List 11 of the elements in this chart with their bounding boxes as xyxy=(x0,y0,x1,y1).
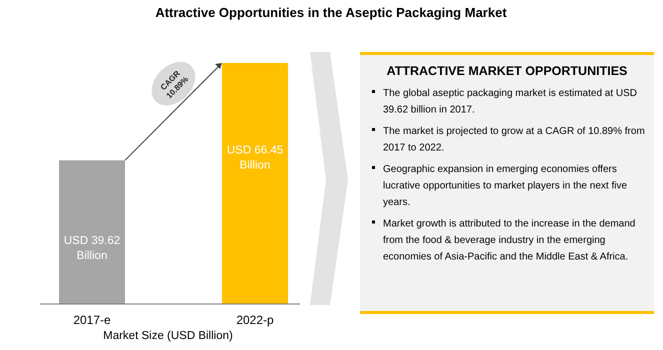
text: Market growth is attributed to the increase in the demand from the food & beverage industry in the emerging economies of Asia-Pacific and the Middle East & Africa. xyxy=(383,218,636,262)
text: ATTRACTIVE MARKET OPPORTUNITIES xyxy=(386,64,628,78)
text: The market is projected to grow at a CAGR of 10.89% from 2017 to 2022. xyxy=(383,126,645,154)
text: The global aseptic packaging market is estimated at USD 39.62 billion in 2017. xyxy=(383,88,638,116)
text: Geographic expansion in emerging economies offers lucrative opportunities to market players in the next five years. xyxy=(383,164,628,208)
x-axis-title: Market Size (USD Billion) xyxy=(103,330,234,342)
data-label: USD 39.62 Billion xyxy=(64,235,120,262)
x-tick-label: 2022-p xyxy=(236,313,274,327)
data-label: USD 66.45 Billion xyxy=(226,144,284,172)
text: Attractive Opportunities in the Aseptic Packaging Market xyxy=(155,5,508,20)
x-tick-label: 2017-e xyxy=(73,313,112,327)
